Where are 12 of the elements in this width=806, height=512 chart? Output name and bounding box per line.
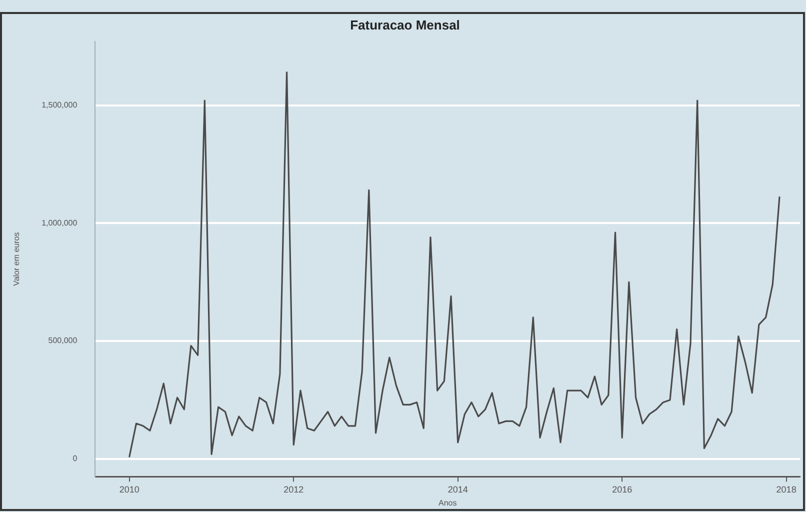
x-tick-label: 2012 — [284, 484, 304, 494]
x-tick-label: 2014 — [448, 484, 468, 494]
y-axis-title: Valor em euros — [12, 232, 22, 286]
x-axis-title: Anos — [438, 498, 457, 508]
y-tick-label: 0 — [72, 454, 78, 464]
x-tick-label: 2010 — [119, 484, 140, 494]
x-tick-label: 2018 — [776, 484, 796, 494]
chart-title: Faturacao Mensal — [350, 17, 460, 32]
y-tick-label: 500,000 — [48, 336, 78, 346]
x-tick-label: 2016 — [612, 484, 632, 494]
y-tick-label: 1,500,000 — [42, 100, 78, 110]
y-tick-label: 1,000,000 — [42, 218, 78, 228]
